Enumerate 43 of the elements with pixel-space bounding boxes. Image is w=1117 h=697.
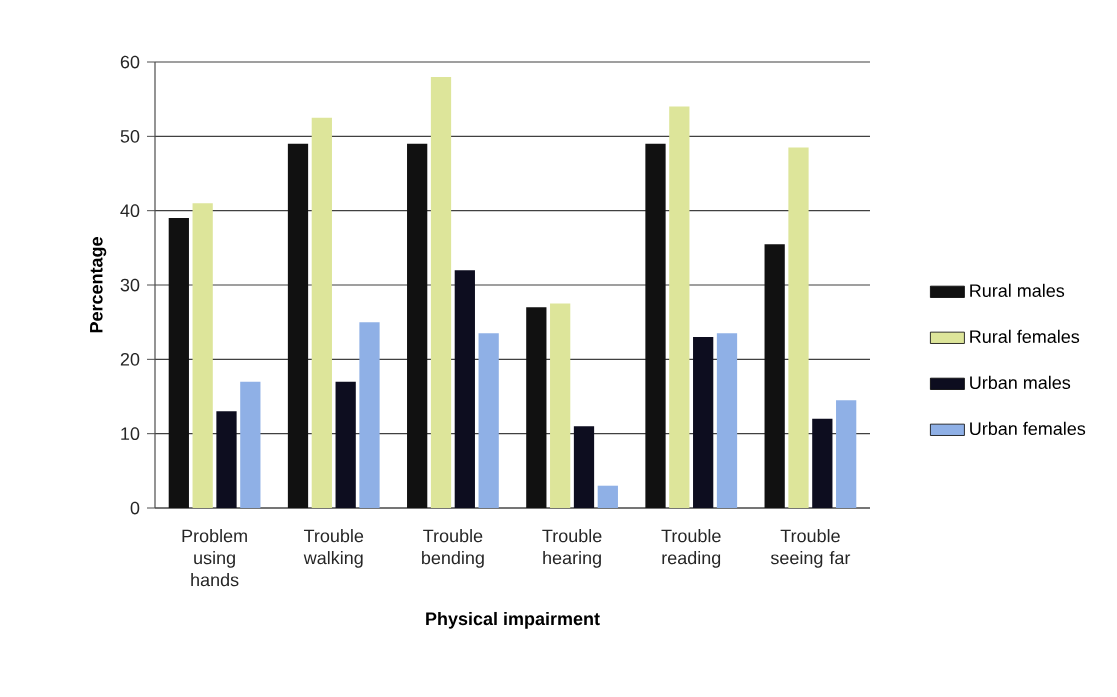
bar (168, 218, 189, 508)
y-tick-label: 30 (120, 278, 140, 292)
x-tick-label: Problem using hands (182, 529, 247, 587)
y-tick-label: 20 (120, 352, 140, 366)
bar (788, 147, 809, 508)
bar (454, 270, 475, 508)
x-tick-label: Trouble walking (303, 529, 364, 568)
bar (240, 381, 261, 508)
bar (764, 244, 785, 508)
bar (216, 411, 237, 508)
bar (645, 143, 666, 508)
bar (407, 143, 428, 508)
y-axis-title: Percentage (90, 237, 107, 333)
bar (335, 381, 356, 508)
x-tick-label: Trouble bending (422, 529, 484, 568)
legend-label: Rural females (970, 329, 1080, 344)
legend-label: Urban females (970, 421, 1086, 436)
bar (597, 485, 618, 508)
bar (812, 418, 833, 508)
bar (430, 76, 452, 508)
bar (669, 106, 690, 508)
bar (478, 333, 499, 508)
x-tick-label: Trouble reading (661, 529, 721, 568)
bar (716, 333, 738, 508)
bar (526, 307, 547, 508)
y-tick-label: 40 (120, 204, 140, 218)
bar (287, 143, 309, 508)
y-tick-label: 60 (120, 55, 140, 69)
y-tick-label: 50 (120, 129, 140, 143)
y-tick-label: 10 (121, 427, 140, 441)
legend-label: Urban males (970, 375, 1071, 390)
bar (359, 322, 380, 508)
x-tick-label: Trouble seeing far (770, 529, 851, 568)
x-tick-label: Trouble hearing (542, 529, 602, 568)
bar (192, 203, 213, 508)
x-axis-title: Physical impairment (426, 611, 600, 629)
legend-label: Rural males (970, 283, 1065, 298)
bar (311, 117, 332, 508)
bar (550, 303, 571, 508)
bar (836, 400, 857, 508)
y-tick-label: 0 (130, 501, 140, 515)
bar (573, 426, 595, 508)
bar (693, 337, 714, 508)
